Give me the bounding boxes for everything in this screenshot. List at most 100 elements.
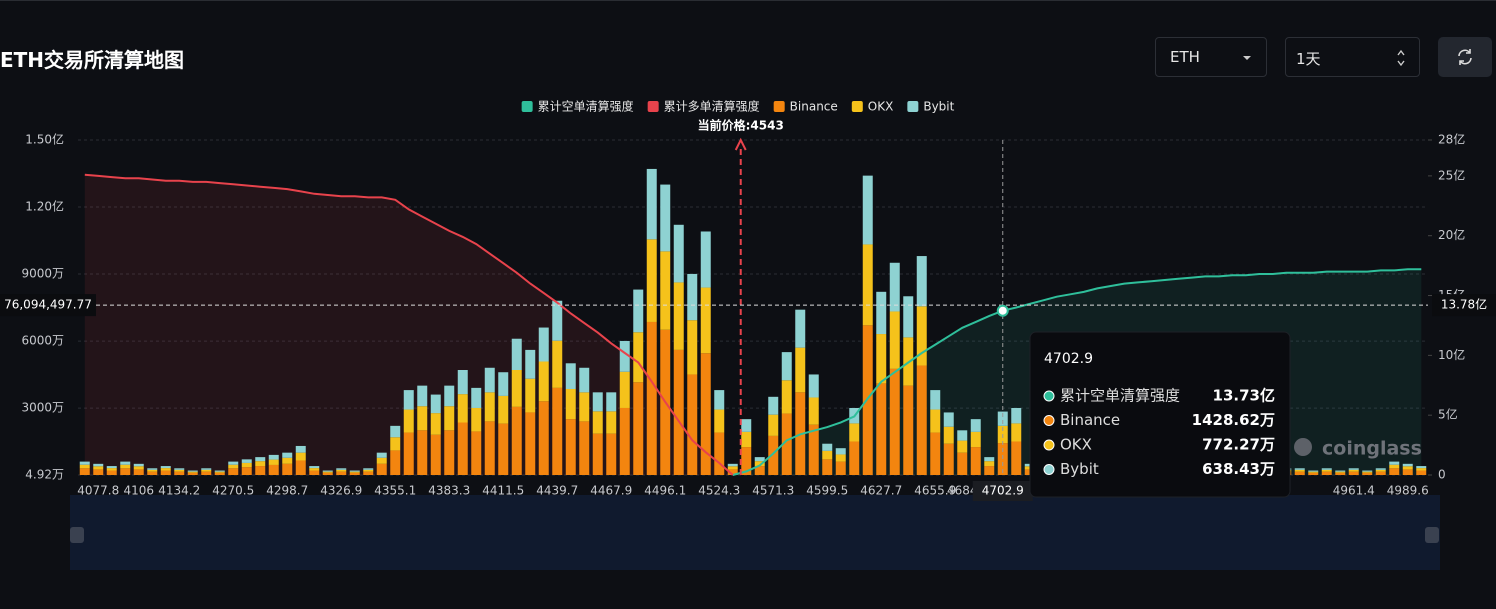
bar-segment (120, 461, 131, 465)
bar-segment (538, 327, 549, 362)
bar-segment (484, 392, 495, 422)
bar-segment (1402, 463, 1413, 467)
x-tick-label: 4411.5 (482, 484, 524, 498)
bar-segment (538, 361, 549, 402)
bar-segment (727, 463, 738, 467)
x-tick-label: 4571.3 (752, 484, 794, 498)
bar-segment (862, 244, 873, 326)
slider-handle[interactable] (1425, 527, 1439, 543)
bar-segment (511, 406, 522, 475)
bar-segment (795, 309, 806, 348)
bar-segment (781, 380, 792, 414)
bar-segment (1024, 463, 1035, 467)
bar-segment (619, 340, 630, 372)
bar-segment (579, 367, 590, 393)
bar-segment (808, 374, 819, 398)
bar-segment (822, 443, 833, 451)
bar-segment (781, 413, 792, 475)
bar-segment (1267, 471, 1278, 475)
bar-segment (768, 414, 779, 436)
bar-segment (1321, 471, 1332, 475)
bar-segment (1240, 469, 1251, 472)
bar-segment (201, 469, 212, 472)
bar-segment (808, 397, 819, 425)
bar-segment (1092, 469, 1103, 472)
bar-segment (862, 175, 873, 245)
bar-segment (1173, 471, 1184, 475)
bar-segment (255, 461, 266, 467)
bar-segment (687, 320, 698, 375)
crosshair-dot (996, 304, 1009, 317)
bar-segment (1416, 468, 1427, 471)
bar-segment (957, 440, 968, 453)
bar-segment (295, 452, 306, 461)
bar-segment (660, 329, 671, 475)
bar-segment (511, 369, 522, 407)
bar-segment (997, 411, 1008, 426)
bar-segment (403, 390, 414, 410)
bar-segment (970, 431, 981, 448)
bar-segment (1119, 468, 1130, 470)
bar-segment (1308, 472, 1319, 475)
bar-segment (444, 406, 455, 431)
bar-segment (1254, 469, 1265, 472)
y-tick-label: 1.50亿 (25, 132, 64, 147)
bar-segment (1321, 469, 1332, 472)
bar-segment (714, 409, 725, 433)
bar-segment (660, 251, 671, 330)
bar-segment (1119, 471, 1130, 475)
bar-segment (133, 466, 144, 470)
bar-segment (484, 367, 495, 393)
bar-segment (1065, 471, 1076, 475)
bar-segment (498, 423, 509, 475)
bar-segment (754, 457, 765, 462)
bar-segment (1227, 468, 1238, 470)
bar-segment (1375, 469, 1386, 472)
bar-segment (525, 349, 536, 379)
tooltip-name: 累计空单清算强度 (1060, 387, 1180, 405)
bar-segment (714, 390, 725, 410)
x-tick-label: 4524.3 (698, 484, 740, 498)
top-border (0, 0, 1496, 1)
bar-segment (133, 463, 144, 467)
bar-segment (525, 412, 536, 475)
bar-segment (1402, 466, 1413, 470)
bar-segment (106, 468, 117, 471)
bar-segment (241, 467, 252, 475)
bar-segment (93, 466, 104, 470)
bar-segment (687, 273, 698, 321)
bar-segment (403, 409, 414, 433)
tooltip (1029, 331, 1291, 498)
bar-segment (295, 460, 306, 475)
bar-segment (754, 466, 765, 475)
refresh-button[interactable] (1438, 37, 1492, 77)
legend-swatch (773, 101, 785, 112)
interval-select[interactable]: 1天 (1285, 37, 1420, 77)
y2-tick-label: 20亿 (1438, 227, 1465, 242)
bar-segment (241, 462, 252, 468)
bar-segment (336, 469, 347, 472)
bar-segment (1348, 471, 1359, 475)
bar-segment (930, 409, 941, 433)
tooltip-value: 772.27万 (1202, 436, 1275, 454)
current-price-label: 当前价格:4543 (698, 118, 784, 133)
bar-segment (565, 419, 576, 475)
bar-segment (1335, 470, 1346, 472)
bar-segment (403, 432, 414, 475)
bar-segment (579, 421, 590, 475)
bar-segment (1065, 469, 1076, 472)
bar-segment (430, 434, 441, 475)
bar-segment (525, 378, 536, 413)
bar-segment (646, 321, 657, 475)
bar-segment (876, 291, 887, 335)
bar-segment (174, 471, 185, 475)
bar-segment (1240, 468, 1251, 470)
slider-handle[interactable] (70, 527, 84, 543)
x-tick-label: 4467.9 (590, 484, 632, 498)
symbol-select[interactable]: ETH (1155, 37, 1267, 77)
bar-segment (700, 231, 711, 288)
bar-segment (1132, 468, 1143, 470)
bar-segment (1281, 471, 1292, 475)
bar-segment (444, 430, 455, 475)
tooltip-name: Bybit (1060, 460, 1099, 478)
